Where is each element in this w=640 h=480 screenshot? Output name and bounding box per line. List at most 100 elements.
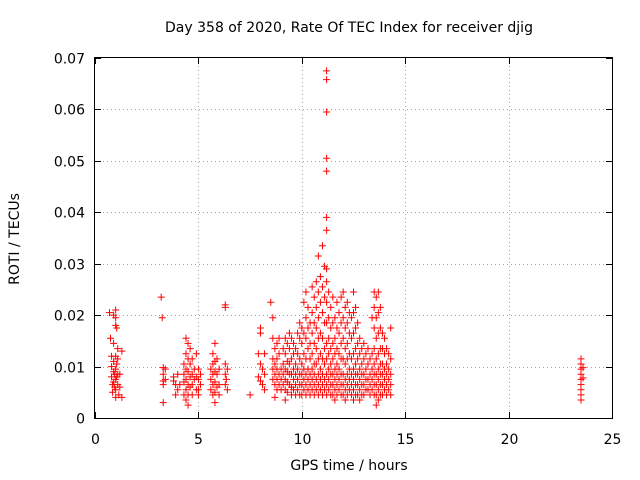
data-point: [223, 365, 231, 373]
data-point: [329, 355, 337, 363]
data-point: [339, 288, 347, 296]
data-point: [370, 303, 378, 311]
data-point: [327, 303, 335, 311]
data-point: [360, 370, 368, 378]
x-tick-label: 10: [294, 432, 312, 448]
data-point: [113, 324, 121, 332]
data-point: [112, 314, 120, 322]
data-point: [294, 329, 302, 337]
data-point: [323, 226, 331, 234]
data-point: [213, 355, 221, 363]
data-point: [331, 334, 339, 342]
data-point: [327, 360, 335, 368]
data-point: [374, 350, 382, 358]
data-point: [368, 350, 376, 358]
data-point: [306, 355, 314, 363]
data-point: [323, 108, 331, 116]
data-point: [196, 381, 204, 389]
data-point: [316, 350, 324, 358]
data-point: [374, 396, 382, 404]
data-point: [261, 370, 269, 378]
data-point: [118, 393, 126, 401]
data-point: [221, 381, 229, 389]
data-point: [337, 293, 345, 301]
data-point: [370, 360, 378, 368]
data-point: [283, 388, 291, 396]
data-point: [356, 375, 364, 383]
data-point: [273, 355, 281, 363]
data-point: [343, 298, 351, 306]
data-point: [323, 298, 331, 306]
data-point: [385, 386, 393, 394]
data-point: [312, 360, 320, 368]
data-point: [298, 360, 306, 368]
data-point: [285, 329, 293, 337]
data-point: [182, 396, 190, 404]
data-point: [300, 350, 308, 358]
data-point: [302, 314, 310, 322]
data-point: [196, 370, 204, 378]
data-point: [323, 278, 331, 286]
data-point: [329, 339, 337, 347]
data-point: [360, 391, 368, 399]
data-points: [105, 67, 587, 409]
data-point: [335, 350, 343, 358]
data-point: [325, 288, 333, 296]
data-point: [360, 339, 368, 347]
data-point: [116, 383, 124, 391]
data-point: [308, 365, 316, 373]
data-point: [335, 386, 343, 394]
data-point: [316, 273, 324, 281]
data-point: [335, 365, 343, 373]
data-point: [325, 386, 333, 394]
data-point: [385, 365, 393, 373]
data-point: [577, 396, 585, 404]
data-point: [213, 370, 221, 378]
y-tick-label: 0.02: [54, 309, 85, 325]
data-point: [308, 350, 316, 358]
data-point: [222, 375, 230, 383]
data-point: [285, 360, 293, 368]
data-point: [325, 365, 333, 373]
data-point: [188, 391, 196, 399]
data-point: [335, 375, 343, 383]
data-point: [323, 76, 331, 84]
data-point: [188, 370, 196, 378]
data-point: [211, 339, 219, 347]
y-tick-label: 0.07: [54, 52, 85, 68]
data-point: [374, 288, 382, 296]
y-tick-label: 0.04: [54, 206, 85, 222]
data-point: [312, 303, 320, 311]
data-point: [215, 381, 223, 389]
data-point: [285, 345, 293, 353]
data-point: [298, 339, 306, 347]
data-point: [318, 283, 326, 291]
data-point: [256, 329, 264, 337]
data-point: [368, 375, 376, 383]
data-point: [112, 306, 120, 314]
data-point: [356, 334, 364, 342]
x-tick-label: 5: [194, 432, 203, 448]
data-point: [310, 339, 318, 347]
data-point: [283, 339, 291, 347]
data-point: [300, 329, 308, 337]
data-point: [333, 298, 341, 306]
data-point: [308, 283, 316, 291]
data-point: [368, 386, 376, 394]
data-point: [223, 386, 231, 394]
data-point: [157, 293, 165, 301]
data-point: [302, 334, 310, 342]
data-point: [374, 375, 382, 383]
data-point: [281, 350, 289, 358]
data-point: [350, 350, 357, 358]
data-point: [261, 386, 269, 394]
data-point: [314, 288, 322, 296]
data-point: [294, 386, 302, 394]
data-point: [269, 334, 277, 342]
data-point: [287, 334, 295, 342]
y-tick-label: 0: [76, 412, 85, 428]
data-point: [333, 360, 341, 368]
data-point: [347, 355, 355, 363]
data-point: [159, 399, 167, 407]
data-point: [256, 377, 264, 385]
